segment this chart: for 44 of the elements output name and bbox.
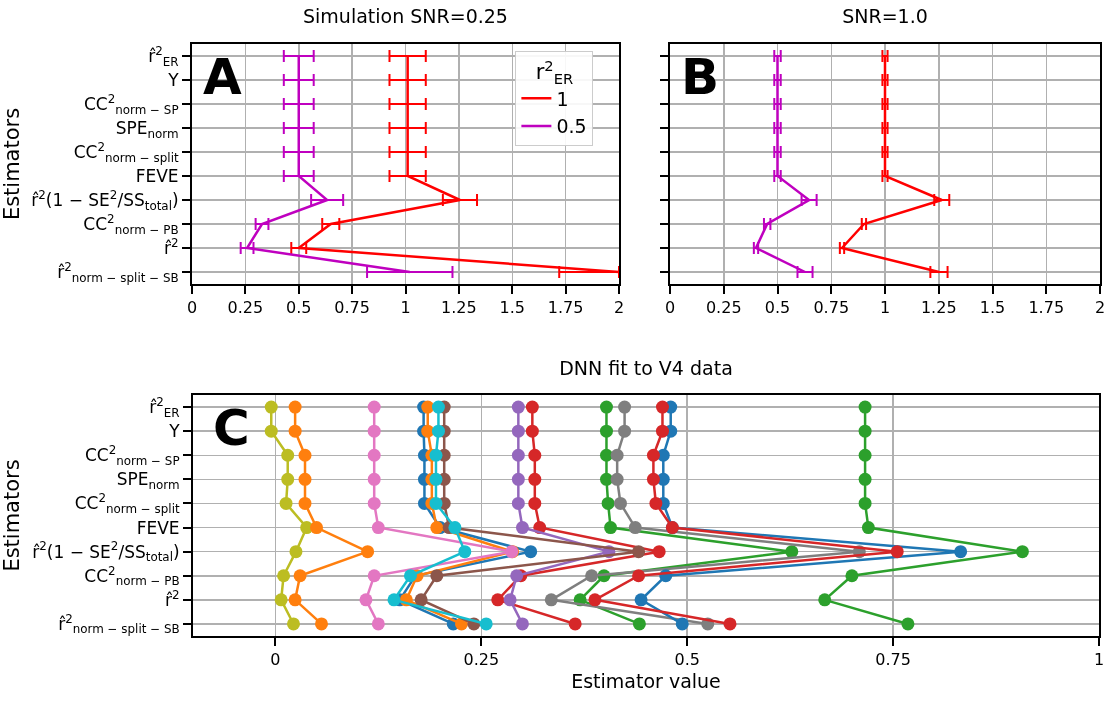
y-tick-label: r̂$^{2}$(1 − SE$^{2}$/SS$_{total}$) — [31, 187, 179, 213]
chart-title: SNR=1.0 — [842, 4, 928, 27]
y-tick-label: r̂$^{2}$(1 − SE$^{2}$/SS$_{total}$) — [32, 539, 180, 565]
x-tick-label: 0 — [186, 298, 198, 318]
x-tick-label: 0.5 — [764, 298, 791, 318]
x-tick-label: 1 — [400, 298, 411, 318]
x-tick-label: 1.25 — [441, 298, 477, 318]
annotation: A — [203, 48, 242, 106]
chart-title: Simulation SNR=0.25 — [303, 4, 508, 27]
y-tick-label: SPE$_{norm}$ — [115, 117, 179, 141]
x-tick-label: 0.75 — [813, 298, 850, 318]
x-tick-label: 0.25 — [705, 298, 742, 318]
chart-title: DNN fit to V4 data — [559, 356, 733, 379]
y-axis-title: Estimators — [0, 459, 24, 572]
legend-label: 0.5 — [556, 115, 587, 138]
x-tick-label: 1.75 — [547, 298, 584, 318]
x-tick-label: 0.5 — [674, 650, 700, 670]
x-tick-label: 1.5 — [499, 298, 525, 318]
x-tick-label: 1.25 — [920, 298, 957, 318]
x-tick-label: 1.75 — [1028, 298, 1065, 318]
y-axis-title: Estimators — [0, 107, 24, 221]
x-tick-label: 0.25 — [463, 650, 500, 670]
x-axis-title: Estimator value — [571, 669, 721, 692]
y-tick-label: FEVE — [136, 517, 180, 538]
y-tick-label: FEVE — [135, 165, 179, 186]
y-tick-label: Y — [168, 421, 181, 442]
x-tick-label: 1 — [1093, 650, 1105, 670]
x-tick-label: 0.75 — [875, 650, 911, 670]
x-tick-label: 2 — [1094, 298, 1106, 318]
x-tick-label: 2 — [613, 298, 625, 318]
y-tick-label: SPE$_{norm}$ — [116, 469, 180, 492]
y-tick-label: r̂$^{2}$ — [165, 587, 180, 610]
annotation: C — [213, 399, 250, 457]
x-tick-label: 1.5 — [979, 298, 1006, 318]
legend-label: 1 — [556, 87, 569, 110]
y-tick-label: r̂$^{2}$ — [164, 235, 179, 258]
x-tick-label: 0.5 — [286, 298, 312, 318]
x-tick-label: 0 — [270, 650, 281, 670]
x-tick-label: 1 — [879, 298, 891, 318]
y-tick-label: Y — [167, 69, 180, 90]
x-tick-label: 0 — [664, 298, 676, 318]
x-tick-label: 0.25 — [227, 298, 264, 318]
x-tick-label: 0.75 — [334, 298, 370, 318]
annotation: B — [681, 48, 720, 106]
